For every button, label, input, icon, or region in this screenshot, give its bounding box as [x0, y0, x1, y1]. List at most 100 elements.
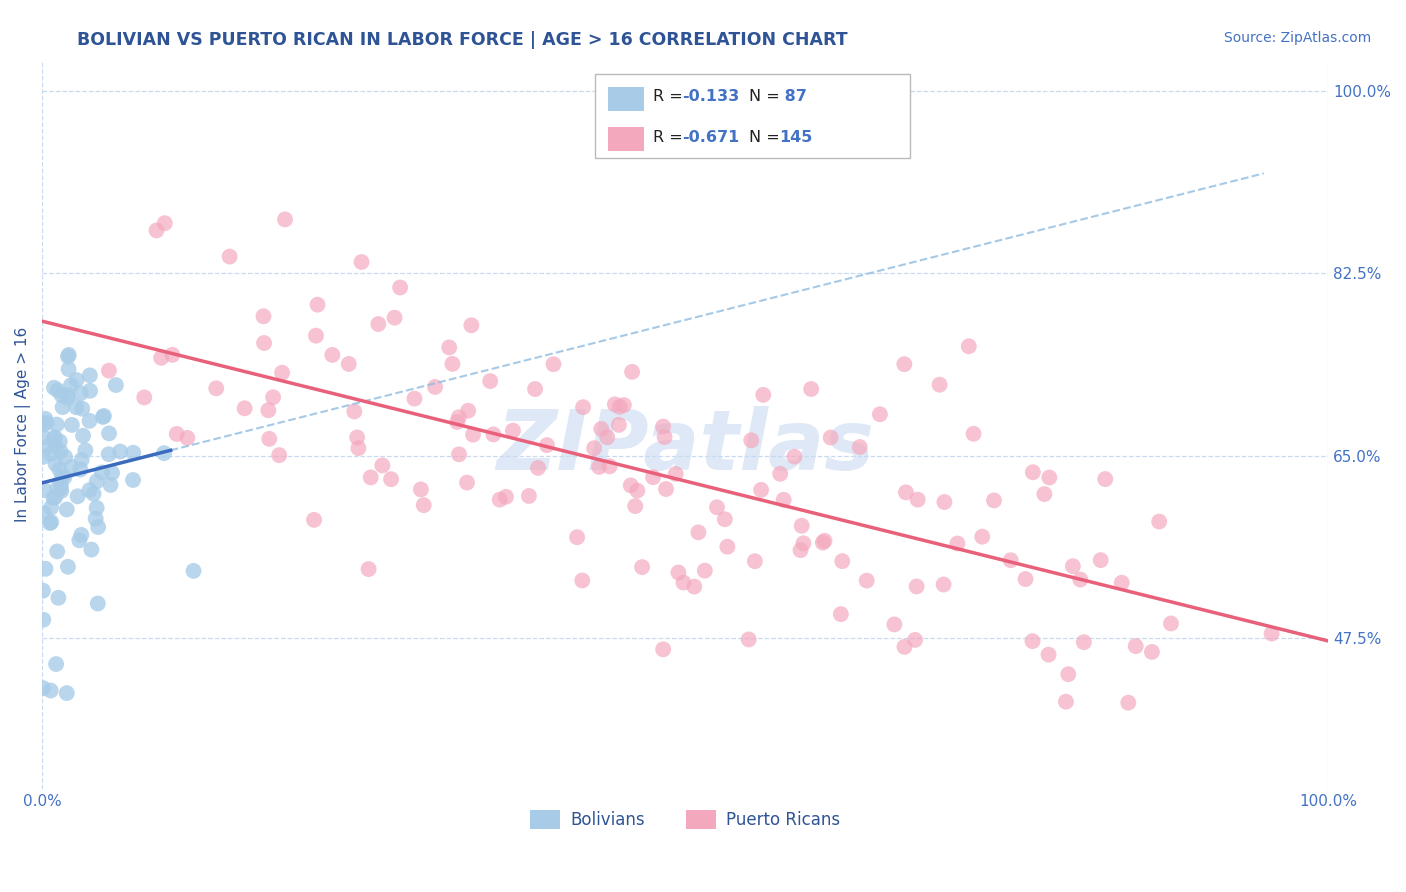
Point — [1014, 572, 1036, 586]
Point — [488, 492, 510, 507]
Point — [1022, 465, 1045, 479]
Point — [44, 439, 66, 453]
Point — [683, 580, 706, 594]
Point — [621, 365, 644, 379]
Point — [1054, 695, 1077, 709]
Point — [447, 410, 470, 425]
Point — [790, 518, 813, 533]
Point — [39, 447, 62, 461]
Point — [571, 574, 593, 588]
Point — [70, 528, 93, 542]
Point — [714, 512, 737, 526]
Point — [39, 500, 62, 515]
Point — [79, 384, 101, 398]
Point — [86, 475, 108, 489]
Point — [789, 543, 811, 558]
Point — [412, 498, 434, 512]
Point — [654, 430, 676, 444]
Point — [145, 223, 167, 237]
Point — [811, 535, 834, 549]
Point — [583, 441, 606, 455]
Point — [60, 459, 83, 474]
Point — [1069, 573, 1091, 587]
Point — [257, 432, 280, 446]
Point — [1038, 648, 1060, 662]
Point — [813, 533, 835, 548]
Point — [45, 417, 67, 432]
Point — [66, 489, 89, 503]
Point — [262, 390, 284, 404]
Point — [665, 467, 688, 481]
Point — [524, 382, 547, 396]
Point — [162, 348, 184, 362]
Point — [1160, 616, 1182, 631]
Point — [855, 574, 877, 588]
Point — [441, 357, 464, 371]
Point — [479, 374, 502, 388]
Point — [346, 430, 368, 444]
Point — [783, 450, 806, 464]
Text: ZIPatlas: ZIPatlas — [496, 406, 875, 487]
Point — [176, 431, 198, 445]
Point — [44, 490, 66, 504]
Point — [32, 583, 55, 598]
Point — [46, 481, 69, 495]
Point — [972, 530, 994, 544]
Point — [752, 388, 775, 402]
Point — [446, 415, 468, 429]
Point — [32, 681, 55, 695]
Point — [56, 350, 79, 364]
Point — [91, 409, 114, 424]
Point — [749, 483, 772, 497]
Point — [218, 250, 240, 264]
Text: Source: ZipAtlas.com: Source: ZipAtlas.com — [1223, 31, 1371, 45]
Point — [205, 381, 228, 395]
Point — [46, 384, 69, 398]
Point — [51, 388, 73, 402]
Point — [603, 397, 626, 411]
Point — [183, 564, 205, 578]
Point — [607, 417, 630, 432]
Point — [1062, 559, 1084, 574]
Point — [48, 462, 70, 476]
Point — [34, 483, 56, 497]
Point — [32, 506, 55, 520]
Point — [153, 216, 176, 230]
Point — [655, 482, 678, 496]
Point — [101, 466, 124, 480]
Point — [1116, 696, 1139, 710]
Text: BOLIVIAN VS PUERTO RICAN IN LABOR FORCE | AGE > 16 CORRELATION CHART: BOLIVIAN VS PUERTO RICAN IN LABOR FORCE … — [77, 31, 848, 49]
Point — [1021, 634, 1043, 648]
Legend: Bolivians, Puerto Ricans: Bolivians, Puerto Ricans — [523, 803, 846, 836]
Point — [60, 417, 83, 432]
Point — [620, 478, 643, 492]
Point — [60, 378, 83, 392]
Point — [946, 536, 969, 550]
Point — [39, 516, 62, 530]
Point — [79, 483, 101, 498]
Point — [502, 424, 524, 438]
Point — [72, 428, 94, 442]
Point — [100, 478, 122, 492]
Point — [1057, 667, 1080, 681]
Point — [98, 426, 121, 441]
Point — [609, 400, 631, 414]
Point — [543, 357, 565, 371]
Point — [53, 450, 76, 464]
Point — [652, 642, 675, 657]
Point — [104, 378, 127, 392]
Point — [46, 544, 69, 558]
Point — [39, 515, 62, 529]
Point — [42, 381, 65, 395]
Text: 87: 87 — [779, 88, 807, 103]
Point — [907, 492, 929, 507]
Point — [1111, 575, 1133, 590]
Text: R =: R = — [652, 88, 688, 103]
Point — [894, 485, 917, 500]
Point — [792, 536, 814, 550]
Point — [56, 391, 79, 405]
Point — [305, 328, 328, 343]
Point — [39, 683, 62, 698]
Point — [321, 348, 343, 362]
Point — [150, 351, 173, 365]
